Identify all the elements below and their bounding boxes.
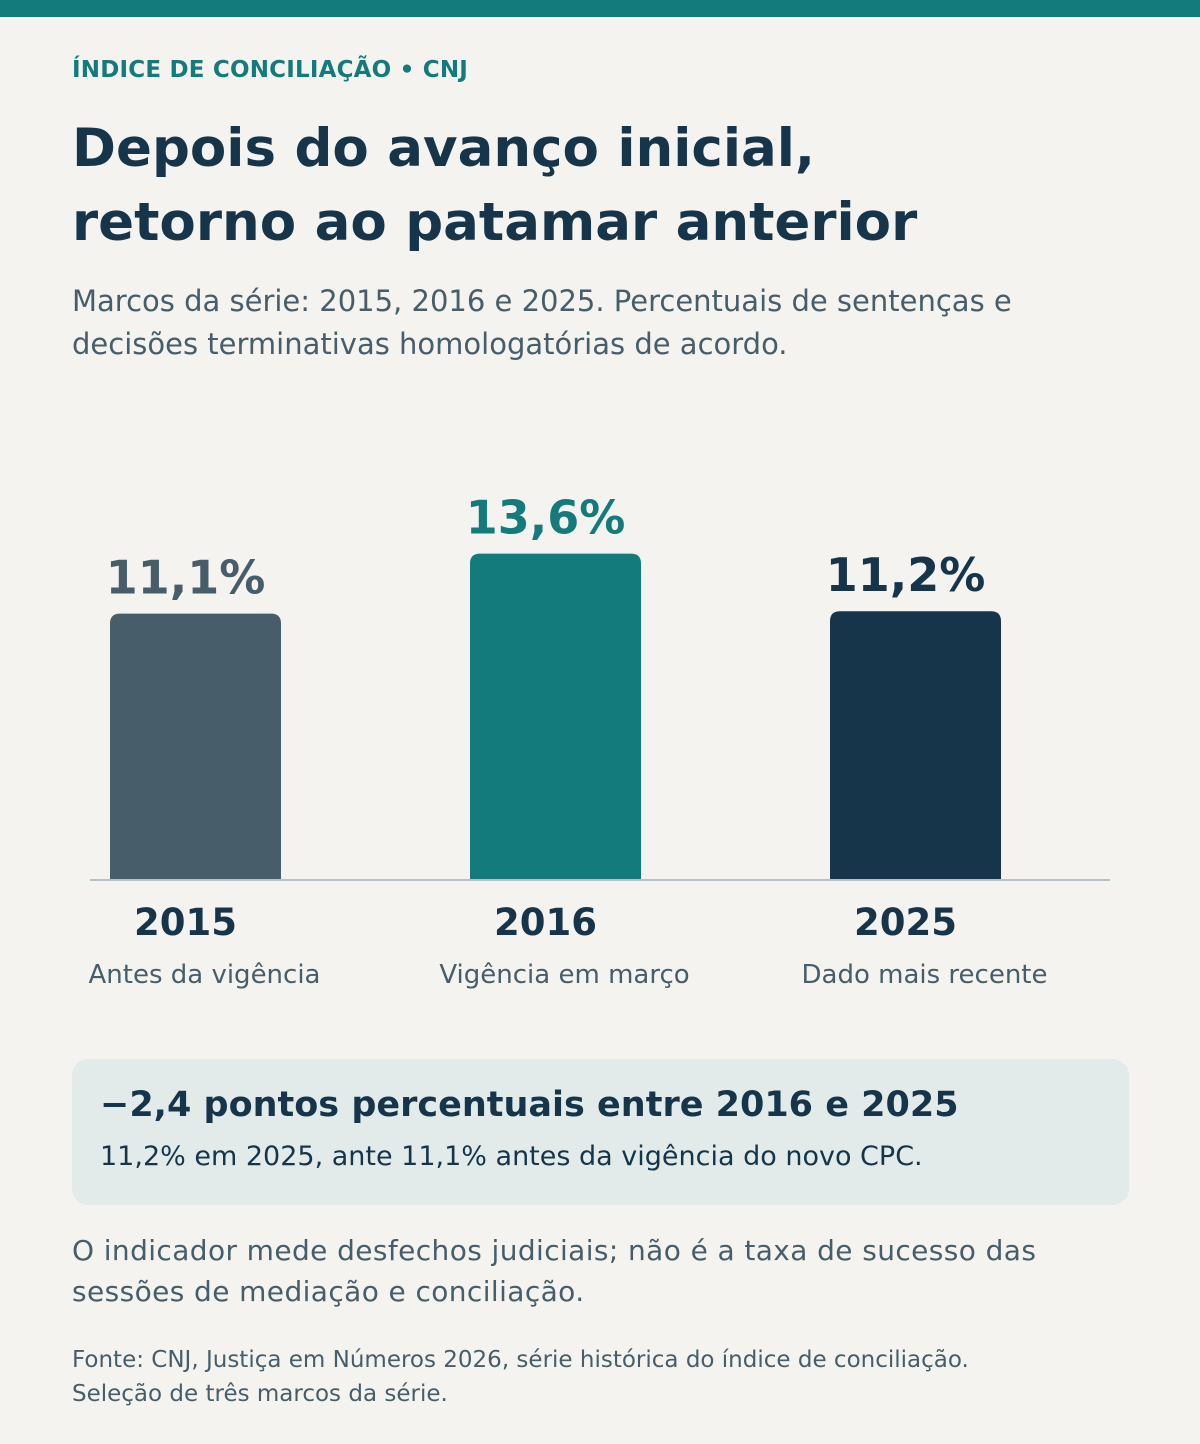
page-title: Depois do avanço inicial, retorno ao pat…	[72, 112, 917, 260]
top-accent-bar	[0, 0, 1200, 17]
value-label-2016: 13,6%	[466, 491, 626, 545]
bar-2015	[110, 613, 281, 880]
subtitle-line-2: decisões terminativas homologatórias de …	[72, 327, 788, 361]
value-label-2015: 11,1%	[106, 551, 266, 605]
kicker: ÍNDICE DE CONCILIAÇÃO • CNJ	[72, 57, 469, 83]
bar-2016	[470, 553, 641, 880]
note-line-1: O indicador mede desfechos judiciais; nã…	[72, 1234, 1037, 1267]
subtitle-line-1: Marcos da série: 2015, 2016 e 2025. Perc…	[72, 284, 1012, 318]
callout-box: −2,4 pontos percentuais entre 2016 e 202…	[72, 1059, 1129, 1205]
category-sublabel-2015: Antes da vigência	[88, 960, 320, 990]
method-note: O indicador mede desfechos judiciais; nã…	[72, 1230, 1036, 1312]
bar-2025	[830, 611, 1001, 880]
title-line-1: Depois do avanço inicial,	[72, 118, 816, 179]
source-line-1: Fonte: CNJ, Justiça em Números 2026, sér…	[72, 1347, 969, 1373]
category-sublabel-2025: Dado mais recente	[802, 960, 1048, 990]
title-line-2: retorno ao patamar anterior	[72, 192, 918, 253]
callout-text: 11,2% em 2025, ante 11,1% antes da vigên…	[100, 1141, 923, 1172]
source-note: Fonte: CNJ, Justiça em Números 2026, sér…	[72, 1343, 969, 1411]
value-label-2025: 11,2%	[826, 548, 986, 602]
category-label-2025: 2025	[854, 901, 957, 944]
subtitle: Marcos da série: 2015, 2016 e 2025. Perc…	[72, 280, 1132, 366]
callout-title: −2,4 pontos percentuais entre 2016 e 202…	[100, 1085, 959, 1125]
category-sublabel-2016: Vigência em março	[439, 960, 689, 990]
category-label-2016: 2016	[494, 901, 597, 944]
bar-chart: 11,1% 2015 Antes da vigência 13,6% 2016 Vigên…	[88, 491, 1110, 990]
category-label-2015: 2015	[134, 901, 237, 944]
source-line-2: Seleção de três marcos da série.	[72, 1381, 448, 1407]
note-line-2: sessões de mediação e conciliação.	[72, 1275, 585, 1308]
